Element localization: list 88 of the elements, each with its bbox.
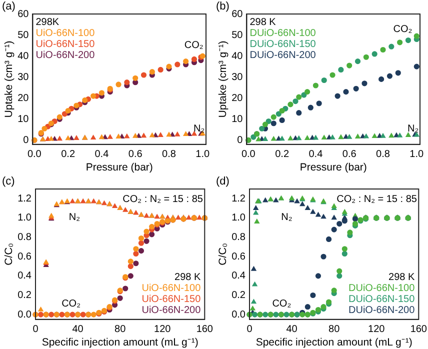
y-axis-title: C/C₀	[217, 242, 230, 266]
chart-title: (d)	[216, 176, 230, 188]
y-tick-label: 30	[232, 72, 244, 83]
annotation: CO₂ : N₂ = 15 : 85	[336, 194, 418, 205]
annotation: N₂	[68, 212, 80, 224]
series-label: UiO-66N-100	[142, 283, 202, 294]
legend-title: 298 K	[250, 16, 276, 28]
x-axis-title: Pressure (bar)	[86, 162, 153, 174]
y-tick-label: 1.2	[18, 193, 32, 204]
y-tick-label: 0	[237, 134, 244, 146]
x-tick-label: 160	[196, 324, 214, 336]
y-tick-label: 1.0	[232, 212, 246, 224]
annotation: CO₂	[184, 40, 204, 51]
y-tick-label: 0.2	[232, 290, 246, 301]
x-tick-label: 0.6	[128, 149, 143, 160]
chart-title: (a)	[2, 0, 16, 13]
x-tick-label: 40	[72, 324, 84, 336]
y-tick-label: 1.0	[18, 212, 32, 224]
x-tick-label: 160	[410, 324, 428, 336]
series-label: DUiO-66N-100	[348, 283, 416, 294]
text: DUiO-66N-100	[250, 28, 316, 39]
y-tick-label: 20	[18, 92, 30, 104]
series-label: DUiO-66N-150	[348, 294, 416, 306]
text: UiO-66N-200	[36, 50, 96, 61]
annotation: CO₂ : N₂ = 15 : 85	[122, 194, 204, 205]
y-axis-title: Uptake (cm³ g⁻¹)	[217, 40, 230, 118]
text: DUiO-66N-150	[250, 38, 316, 50]
x-tick-label: 0.2	[61, 149, 76, 160]
legend-title: 298K	[36, 16, 60, 28]
x-tick-label: 0.8	[376, 149, 390, 160]
annotation: CO₂	[272, 298, 292, 310]
annotation: CO₂	[62, 298, 81, 310]
y-tick-label: 0.8	[18, 232, 32, 244]
y-tick-label: 40	[18, 50, 30, 62]
y-tick-label: 10	[232, 114, 244, 125]
text: UiO-66N-200	[142, 305, 202, 316]
y-tick-label: 0.0	[232, 309, 246, 320]
y-tick-label: 30	[18, 72, 30, 83]
text: UiO-66N-100	[36, 28, 96, 39]
x-tick-label: 80	[114, 324, 126, 336]
x-tick-label: 120	[154, 324, 172, 336]
annotation: CO₂	[393, 24, 412, 36]
chart-title: (b)	[216, 0, 230, 13]
annotation: N₂	[194, 123, 205, 134]
x-tick-label: 0	[32, 324, 39, 336]
x-tick-label: 0.4	[94, 149, 110, 160]
annotation: N₂	[408, 123, 419, 134]
y-tick-label: 0.8	[232, 232, 246, 244]
y-tick-label: 0.6	[232, 251, 246, 262]
series-label: UiO-66N-150	[142, 294, 202, 306]
x-tick-label: 1.0	[196, 149, 210, 160]
legend-title: 298 K	[174, 272, 201, 284]
x-tick-label: 0.0	[241, 149, 256, 160]
text: DUiO-66N-200	[348, 305, 416, 316]
chart-title: (c)	[2, 176, 15, 188]
y-tick-label: 0.2	[18, 290, 32, 301]
y-tick-label: 0	[23, 134, 30, 146]
y-tick-label: 20	[232, 92, 244, 104]
y-axis-title: C/C₀	[3, 242, 16, 266]
text: UiO-66N-150	[36, 38, 96, 50]
y-tick-label: 60	[232, 8, 244, 20]
y-axis-title: Uptake (cm³ g⁻¹)	[3, 40, 16, 118]
y-tick-label: 0.6	[18, 251, 32, 262]
y-tick-label: 60	[18, 8, 30, 20]
x-tick-label: 1.0	[410, 149, 424, 160]
x-axis-title: Specific injection amount (mL g⁻¹)	[42, 336, 198, 349]
y-tick-label: 0.0	[18, 309, 32, 320]
x-axis-title: Pressure (bar)	[300, 162, 367, 174]
y-tick-label: 0.4	[232, 270, 246, 282]
y-tick-label: 40	[232, 50, 244, 62]
x-tick-label: 0.0	[27, 149, 42, 160]
y-tick-label: 10	[18, 114, 30, 125]
y-tick-label: 50	[18, 30, 30, 41]
x-tick-label: 40	[286, 324, 298, 336]
y-tick-label: 0.4	[18, 270, 32, 282]
x-tick-label: 0.8	[162, 149, 176, 160]
x-axis-title: Specific injection amount (mL g⁻¹)	[256, 336, 412, 349]
x-tick-label: 120	[368, 324, 386, 336]
y-tick-label: 1.2	[232, 193, 246, 204]
y-tick-label: 50	[232, 30, 244, 41]
x-tick-label: 0.6	[342, 149, 357, 160]
x-tick-label: 80	[328, 324, 340, 336]
x-tick-label: 0.4	[308, 149, 324, 160]
x-tick-label: 0.2	[275, 149, 290, 160]
legend-title: 298 K	[388, 272, 415, 284]
annotation: N₂	[281, 212, 292, 224]
x-tick-label: 0	[246, 324, 253, 336]
text: DUiO-66N-200	[250, 50, 316, 61]
